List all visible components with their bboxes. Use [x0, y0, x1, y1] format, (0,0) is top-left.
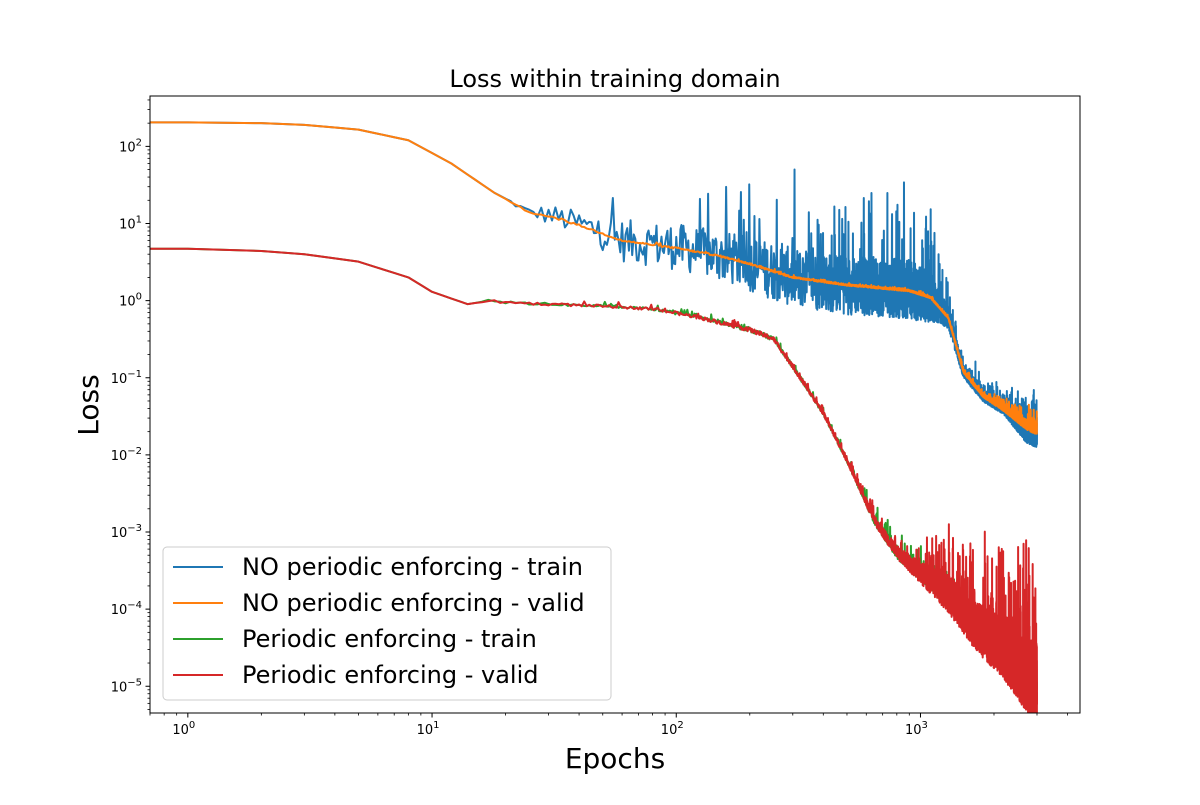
y-tick-label: 102 [119, 137, 142, 155]
series-line-4 [150, 247, 1038, 713]
x-tick-label: 103 [905, 720, 928, 738]
x-tick-label: 101 [417, 720, 440, 738]
legend-label: NO periodic enforcing - train [242, 553, 583, 581]
chart-title: Loss within training domain [449, 65, 780, 93]
y-tick-label: 10−1 [111, 369, 142, 387]
legend-label: NO periodic enforcing - valid [242, 589, 585, 617]
y-tick-label: 10−4 [111, 600, 142, 618]
x-tick-label: 100 [172, 720, 195, 738]
y-tick-label: 10−3 [111, 523, 142, 541]
series-line-2 [150, 121, 1038, 435]
y-tick-label: 101 [119, 215, 142, 233]
x-tick-label: 102 [661, 720, 684, 738]
y-tick-label: 10−2 [111, 446, 142, 464]
axis-ticks: 100 101 102 103 10−5 10−4 10−3 10−2 10−1 100 101 10… [111, 99, 1068, 738]
legend: NO periodic enforcing - train NO periodic… [162, 546, 612, 701]
legend-label: Periodic enforcing - train [242, 625, 537, 653]
y-axis-label: Loss [72, 374, 105, 435]
y-tick-label: 10−5 [111, 677, 142, 695]
x-axis-label: Epochs [565, 742, 665, 775]
legend-box [162, 546, 612, 701]
legend-label: Periodic enforcing - valid [242, 661, 538, 689]
plot-frame [149, 95, 1081, 714]
y-tick-label: 100 [119, 292, 142, 310]
